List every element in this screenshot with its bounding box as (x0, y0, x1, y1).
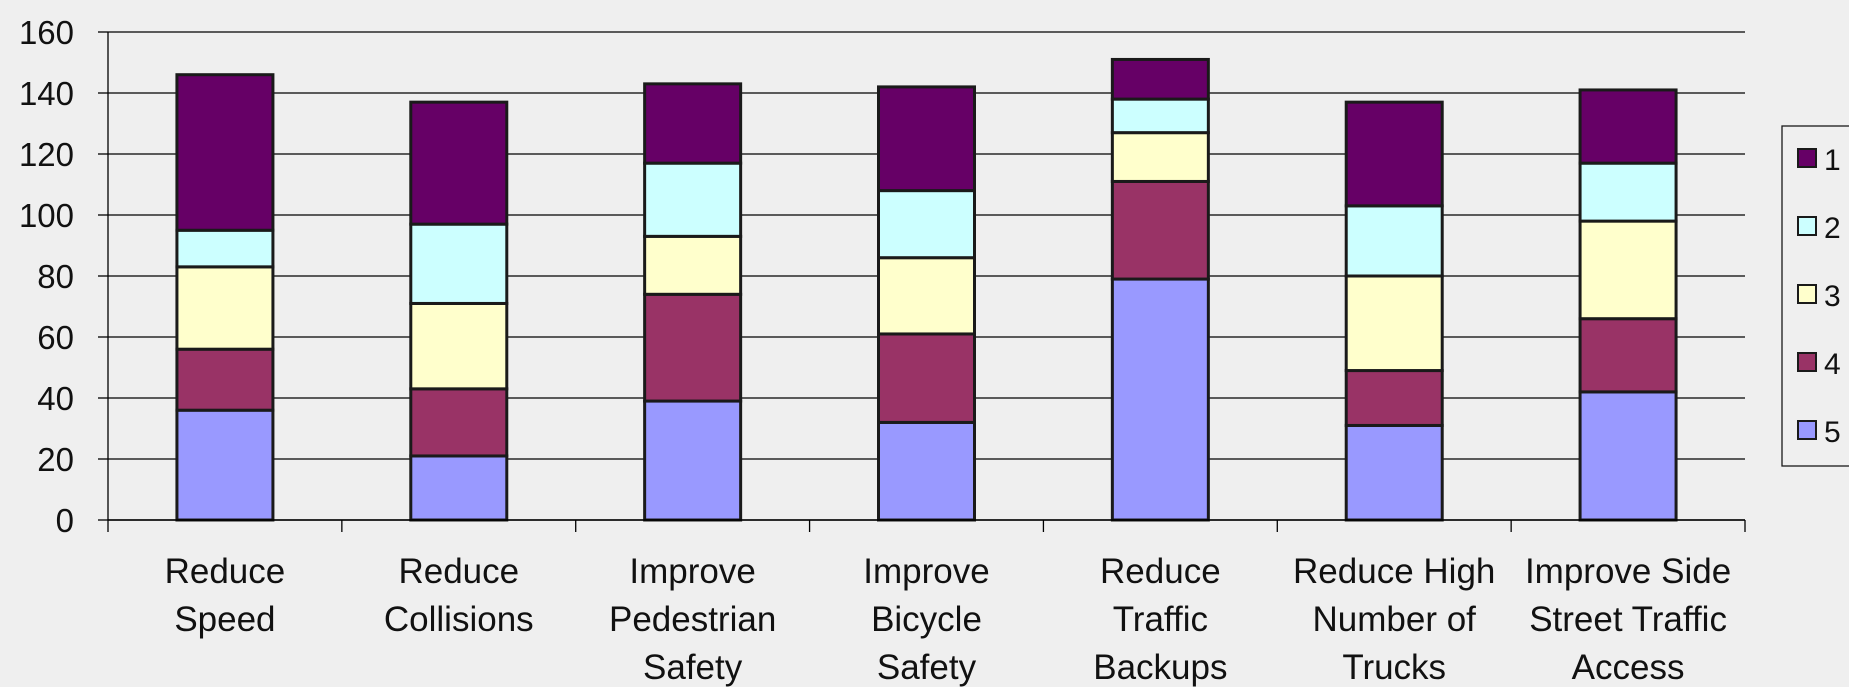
bar-segment-series-2-cat-3 (877, 189, 976, 260)
x-category-label: Improve (629, 552, 755, 591)
bar-segment-series-4-cat-0 (175, 347, 275, 412)
bar-segment-series-1-cat-4 (1110, 57, 1210, 101)
bar-segment-series-1-cat-6 (1578, 88, 1678, 165)
x-category-label: Collisions (384, 600, 534, 639)
bar-segment-series-5-cat-4 (1110, 277, 1210, 522)
y-axis: 0 20 40 60 80 100 120 140 160 (19, 14, 109, 539)
x-category-label: Reduce High (1293, 552, 1495, 591)
bar-segment-series-5-cat-0 (175, 408, 275, 522)
bar-segment-series-3-cat-6 (1578, 219, 1678, 321)
x-category-label: Street Traffic (1529, 600, 1727, 639)
x-category-label: Speed (174, 600, 275, 639)
y-tick-label: 120 (19, 136, 74, 173)
y-tick-label: 60 (37, 319, 74, 356)
bar-segment-series-1-cat-5 (1344, 100, 1444, 208)
bar-segment-series-2-cat-1 (409, 222, 509, 305)
bar-segment-series-4-cat-3 (877, 332, 976, 424)
y-tick-label: 0 (56, 502, 74, 539)
bar-segment-series-2-cat-4 (1110, 97, 1210, 135)
bar-segment-series-1-cat-0 (175, 73, 275, 232)
bar-segment-series-2-cat-6 (1578, 161, 1678, 223)
legend-swatch-2 (1797, 216, 1817, 236)
x-category-label: Number of (1313, 600, 1477, 639)
bar-segment-series-5-cat-3 (877, 420, 976, 522)
x-category-label: Reduce (165, 552, 286, 591)
bars (175, 57, 1678, 522)
bar-segment-series-3-cat-2 (643, 234, 743, 296)
y-tick-label: 20 (37, 441, 74, 478)
bar-segment-series-1-cat-1 (409, 100, 509, 226)
x-category-label: Safety (877, 648, 977, 687)
x-category-label: Trucks (1342, 648, 1446, 687)
x-category-label: Backups (1093, 648, 1227, 687)
x-axis: Reduce Speed Reduce Collisions Improve Pedest… (107, 519, 1746, 687)
legend-swatch-4 (1797, 352, 1817, 372)
y-tick-label: 40 (37, 380, 74, 417)
x-category-label: Access (1572, 648, 1685, 687)
x-category-label: Improve (863, 552, 989, 591)
y-tick-label: 160 (19, 14, 74, 51)
y-tick-label: 100 (19, 197, 74, 234)
bar-segment-series-5-cat-5 (1344, 423, 1444, 522)
legend-swatch-5 (1797, 420, 1817, 440)
bar-segment-series-3-cat-5 (1344, 274, 1444, 373)
bar-segment-series-2-cat-2 (643, 161, 743, 238)
x-category-label: Reduce (1100, 552, 1221, 591)
bar-segment-series-4-cat-5 (1344, 369, 1444, 427)
bar-segment-series-3-cat-4 (1110, 131, 1210, 183)
bar-segment-series-1-cat-3 (877, 85, 976, 193)
x-category-label: Bicycle (871, 600, 982, 639)
legend-label-4: 4 (1824, 348, 1841, 381)
bar-segment-series-4-cat-4 (1110, 179, 1210, 281)
legend-label-1: 1 (1824, 144, 1841, 177)
bar-segment-series-2-cat-0 (175, 228, 275, 269)
legend-swatch-3 (1797, 284, 1817, 304)
y-tick-label: 140 (19, 75, 74, 112)
x-category-label: Pedestrian (609, 600, 776, 639)
bar-segment-series-2-cat-5 (1344, 204, 1444, 278)
bar-segment-series-3-cat-0 (175, 265, 275, 351)
bar-segment-series-4-cat-6 (1578, 317, 1678, 394)
x-category-label: Reduce (398, 552, 519, 591)
x-category-label: Improve Side (1525, 552, 1731, 591)
legend-label-3: 3 (1824, 280, 1841, 313)
bar-segment-series-3-cat-3 (877, 256, 976, 336)
bar-segment-series-4-cat-2 (643, 292, 743, 403)
x-category-label: Safety (643, 648, 743, 687)
bar-segment-series-4-cat-1 (409, 387, 509, 458)
y-tick-label: 80 (37, 258, 74, 295)
bar-segment-series-3-cat-1 (409, 301, 509, 391)
x-category-label: Traffic (1113, 600, 1208, 639)
bar-segment-series-1-cat-2 (643, 82, 743, 165)
bar-segment-series-5-cat-2 (643, 399, 743, 522)
bar-segment-series-5-cat-6 (1578, 390, 1678, 522)
legend-swatch-1 (1797, 148, 1817, 168)
legend: 1 2 3 4 5 (1781, 125, 1849, 467)
legend-label-2: 2 (1824, 212, 1841, 245)
legend-label-5: 5 (1824, 416, 1841, 449)
bar-segment-series-5-cat-1 (409, 454, 509, 522)
